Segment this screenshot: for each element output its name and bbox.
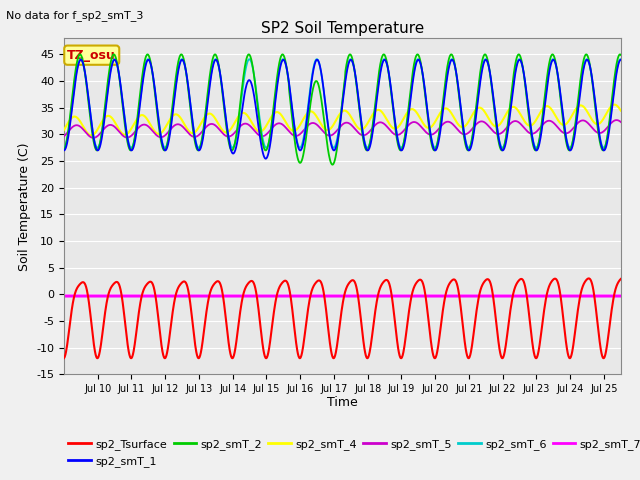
- Title: SP2 Soil Temperature: SP2 Soil Temperature: [260, 21, 424, 36]
- Text: TZ_osu: TZ_osu: [67, 48, 116, 61]
- Y-axis label: Soil Temperature (C): Soil Temperature (C): [18, 142, 31, 271]
- Legend: sp2_Tsurface, sp2_smT_1, sp2_smT_2, sp2_smT_4, sp2_smT_5, sp2_smT_6, sp2_smT_7: sp2_Tsurface, sp2_smT_1, sp2_smT_2, sp2_…: [64, 435, 640, 471]
- X-axis label: Time: Time: [327, 396, 358, 408]
- Text: No data for f_sp2_smT_3: No data for f_sp2_smT_3: [6, 10, 144, 21]
